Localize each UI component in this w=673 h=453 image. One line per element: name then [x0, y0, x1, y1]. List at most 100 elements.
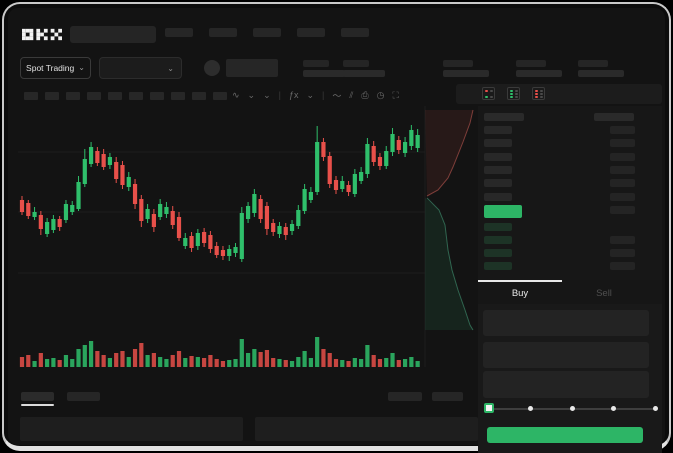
bid-price-placeholder[interactable]	[484, 249, 512, 257]
book-combined-icon[interactable]	[482, 87, 495, 100]
orders-row-placeholder	[255, 417, 478, 441]
nav-item-placeholder[interactable]	[165, 28, 193, 37]
ask-price-placeholder[interactable]	[484, 179, 512, 187]
price-chart[interactable]	[18, 106, 476, 368]
bid-price-placeholder[interactable]	[484, 236, 512, 244]
ask-price-placeholder[interactable]	[484, 139, 512, 147]
bid-price-placeholder[interactable]	[484, 223, 512, 231]
nav-item-placeholder[interactable]	[341, 28, 369, 37]
orders-tab-active[interactable]	[21, 392, 54, 401]
draw-tool-icon[interactable]: ⫽	[349, 89, 354, 100]
ask-price-placeholder[interactable]	[484, 126, 512, 134]
volume-bar	[76, 349, 81, 367]
candle-body	[202, 232, 207, 243]
okx-logo	[22, 28, 62, 41]
chevron-down-icon[interactable]: ⌄	[263, 89, 271, 100]
toolbar-divider: |	[278, 90, 281, 100]
candle-body	[384, 151, 389, 166]
volume-bar	[51, 358, 56, 367]
bid-price-placeholder[interactable]	[484, 262, 512, 270]
volume-bar	[264, 350, 270, 367]
slider-stop-dot[interactable]	[652, 406, 658, 411]
candle-body	[189, 236, 194, 248]
timeframe-button[interactable]	[192, 92, 206, 100]
nav-item-placeholder[interactable]	[209, 28, 237, 37]
book-asks-icon[interactable]	[532, 87, 545, 100]
search-input[interactable]	[70, 26, 156, 43]
volume-bar	[289, 361, 295, 367]
timeframe-button[interactable]	[213, 92, 227, 100]
chevron-down-icon[interactable]: ⌄	[247, 89, 256, 100]
market-type-label: Spot Trading	[26, 63, 75, 73]
candle-body	[371, 146, 376, 162]
volume-bar	[132, 349, 138, 367]
ask-price-placeholder[interactable]	[484, 166, 512, 174]
slider-stop-dot[interactable]	[528, 406, 533, 411]
last-price-badge[interactable]	[484, 205, 522, 218]
candle-body	[32, 212, 37, 217]
candle-body	[264, 206, 270, 229]
fullscreen-icon[interactable]: ⛶	[392, 89, 399, 100]
indicators-icon[interactable]: ƒx	[288, 90, 299, 100]
timeframe-button[interactable]	[171, 92, 185, 100]
timeframe-button[interactable]	[24, 92, 38, 100]
volume-bar	[396, 360, 401, 367]
nav-item-placeholder[interactable]	[297, 28, 325, 37]
slider-stop-dot[interactable]	[569, 406, 575, 411]
orders-toolbar-slot[interactable]	[388, 392, 422, 401]
book-bids-icon[interactable]	[507, 87, 520, 100]
wave-chart-icon[interactable]: ∿	[232, 89, 240, 100]
candle-body	[164, 207, 169, 214]
timeframe-button[interactable]	[45, 92, 59, 100]
slider-stop-dot[interactable]	[611, 406, 616, 411]
volume-bar	[352, 358, 357, 367]
timeframe-button[interactable]	[150, 92, 164, 100]
camera-icon[interactable]: ⎙	[361, 89, 369, 100]
volume-bar	[296, 357, 301, 367]
candle-body	[132, 184, 138, 204]
trade-input-field[interactable]	[483, 371, 649, 398]
buy-submit-button[interactable]	[487, 427, 643, 443]
candle-body	[70, 205, 75, 212]
history-icon[interactable]: ◷	[376, 89, 385, 100]
candle-body	[214, 246, 219, 255]
volume-bar	[302, 351, 307, 367]
candle-body	[107, 157, 113, 165]
chevron-down-icon[interactable]: ⌄	[306, 89, 315, 100]
pair-select-dropdown[interactable]: ⌄	[99, 57, 182, 79]
orderbook-amount-header	[594, 113, 634, 121]
volume-bar	[164, 359, 169, 367]
candlestick-chart-canvas[interactable]	[18, 106, 476, 368]
ask-price-placeholder[interactable]	[484, 153, 512, 161]
trade-input-field[interactable]	[483, 310, 649, 336]
timeframe-button[interactable]	[87, 92, 101, 100]
depth-asks-area	[425, 110, 473, 196]
volume-bar	[101, 355, 106, 367]
orders-toolbar-slot[interactable]	[432, 392, 463, 401]
trade-input-field[interactable]	[483, 342, 649, 368]
candle-body	[176, 217, 182, 238]
ask-amount-placeholder	[610, 179, 635, 187]
volume-bar	[333, 359, 339, 367]
orders-row-placeholder	[20, 417, 243, 441]
candle-body	[283, 227, 288, 235]
amount-slider-handle[interactable]	[484, 403, 494, 413]
stat-label-placeholder	[343, 60, 369, 67]
tab-buy[interactable]: Buy	[511, 287, 529, 299]
orders-tab[interactable]	[67, 392, 100, 401]
volume-bar	[158, 357, 163, 367]
timeframe-button[interactable]	[66, 92, 80, 100]
timeframe-button[interactable]	[108, 92, 122, 100]
line-tool-icon[interactable]: 〜	[332, 90, 342, 101]
volume-bar	[227, 360, 232, 367]
candle-body	[327, 156, 332, 184]
tab-sell[interactable]: Sell	[596, 287, 612, 299]
candle-body	[51, 219, 56, 230]
stat-value-placeholder	[443, 70, 489, 77]
candle-body	[289, 224, 295, 231]
ask-price-placeholder[interactable]	[484, 193, 512, 201]
timeframe-button[interactable]	[129, 92, 143, 100]
nav-item-placeholder[interactable]	[253, 28, 281, 37]
market-type-dropdown[interactable]: Spot Trading ⌄	[20, 57, 91, 79]
volume-bar	[19, 357, 25, 367]
